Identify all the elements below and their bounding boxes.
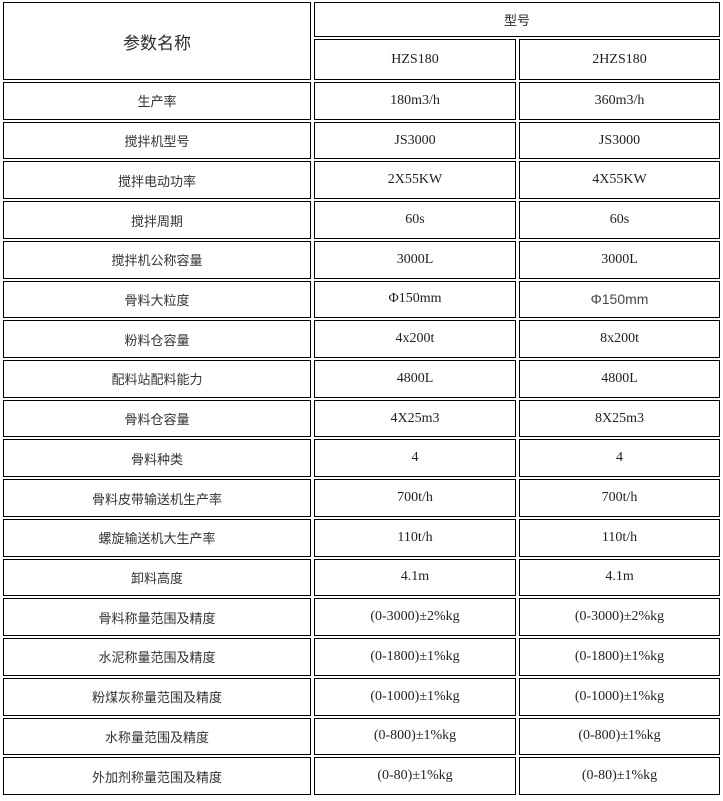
value-cell: 180m3/h xyxy=(314,82,516,120)
value-cell: 4.1m xyxy=(314,558,516,597)
value-cell: 4 xyxy=(314,439,516,478)
value-cell: Φ150mm xyxy=(519,280,721,319)
value-cell: 4x200t xyxy=(314,320,516,359)
value-cell: (0-800)±1%kg xyxy=(519,717,721,756)
param-cell: 骨料仓容量 xyxy=(3,399,311,438)
table-row: 骨料皮带输送机生产率 700t/h 700t/h xyxy=(3,479,721,517)
table-row: 水泥称量范围及精度 (0-1800)±1%kg (0-1800)±1%kg xyxy=(3,638,721,676)
value-cell: (0-1000)±1%kg xyxy=(519,677,721,716)
model-header-cell: 型号 xyxy=(314,2,721,37)
value-cell: (0-3000)±2%kg xyxy=(519,598,721,637)
table-row: 搅拌电动功率 2X55KW 4X55KW xyxy=(3,161,721,200)
value-cell: 360m3/h xyxy=(519,82,721,120)
value-cell: 4.1m xyxy=(519,558,721,597)
table-body: 生产率 180m3/h 360m3/h 搅拌机型号 JS3000 JS3000 搅拌电动功率… xyxy=(3,82,721,795)
value-cell: 700t/h xyxy=(314,479,516,517)
param-cell: 骨料皮带输送机生产率 xyxy=(3,479,311,517)
value-cell: (0-80)±1%kg xyxy=(519,757,721,795)
value-cell: 4800L xyxy=(519,360,721,398)
value-cell: 4X25m3 xyxy=(314,399,516,438)
value-cell: (0-800)±1%kg xyxy=(314,717,516,756)
value-cell: Φ150mm xyxy=(314,280,516,319)
param-cell: 粉煤灰称量范围及精度 xyxy=(3,677,311,716)
model-name-cell-2hzs180: 2HZS180 xyxy=(519,39,721,80)
param-cell: 水泥称量范围及精度 xyxy=(3,638,311,676)
param-cell: 水称量范围及精度 xyxy=(3,717,311,756)
table-row: 卸料高度 4.1m 4.1m xyxy=(3,558,721,597)
value-cell: JS3000 xyxy=(314,121,516,160)
value-cell: 2X55KW xyxy=(314,161,516,200)
value-cell: 60s xyxy=(314,201,516,239)
value-cell: (0-1800)±1%kg xyxy=(519,638,721,676)
value-cell: 4 xyxy=(519,439,721,478)
table-row: 骨料种类 4 4 xyxy=(3,439,721,478)
param-cell: 生产率 xyxy=(3,82,311,120)
value-cell: 700t/h xyxy=(519,479,721,517)
param-name-header-cell: 参数名称 xyxy=(3,2,311,80)
table-row: 生产率 180m3/h 360m3/h xyxy=(3,82,721,120)
param-cell: 骨料种类 xyxy=(3,439,311,478)
value-cell: 4X55KW xyxy=(519,161,721,200)
param-cell: 配料站配料能力 xyxy=(3,360,311,398)
value-cell: JS3000 xyxy=(519,121,721,160)
value-cell: 60s xyxy=(519,201,721,239)
table-row: 骨料大粒度 Φ150mm Φ150mm xyxy=(3,280,721,319)
value-cell: (0-80)±1%kg xyxy=(314,757,516,795)
header-row-model-names: HZS180 2HZS180 xyxy=(3,39,721,80)
param-cell: 搅拌电动功率 xyxy=(3,161,311,200)
value-cell: (0-3000)±2%kg xyxy=(314,598,516,637)
table-header: 参数名称 型号 HZS180 2HZS180 xyxy=(3,2,721,80)
table-row: 搅拌机型号 JS3000 JS3000 xyxy=(3,121,721,160)
table-row: 骨料仓容量 4X25m3 8X25m3 xyxy=(3,399,721,438)
param-cell: 搅拌机公称容量 xyxy=(3,240,311,279)
value-cell: (0-1000)±1%kg xyxy=(314,677,516,716)
table-row: 水称量范围及精度 (0-800)±1%kg (0-800)±1%kg xyxy=(3,717,721,756)
table-row: 粉料仓容量 4x200t 8x200t xyxy=(3,320,721,359)
model-name-cell-hzs180: HZS180 xyxy=(314,39,516,80)
table-row: 螺旋输送机大生产率 110t/h 110t/h xyxy=(3,518,721,557)
table-row: 搅拌周期 60s 60s xyxy=(3,201,721,239)
table-row: 粉煤灰称量范围及精度 (0-1000)±1%kg (0-1000)±1%kg xyxy=(3,677,721,716)
param-cell: 卸料高度 xyxy=(3,558,311,597)
value-cell: 110t/h xyxy=(314,518,516,557)
table-row: 外加剂称量范围及精度 (0-80)±1%kg (0-80)±1%kg xyxy=(3,757,721,795)
param-cell: 骨料大粒度 xyxy=(3,280,311,319)
value-cell: (0-1800)±1%kg xyxy=(314,638,516,676)
value-cell: 8x200t xyxy=(519,320,721,359)
table-row: 骨料称量范围及精度 (0-3000)±2%kg (0-3000)±2%kg xyxy=(3,598,721,637)
value-cell: 3000L xyxy=(314,240,516,279)
param-cell: 骨料称量范围及精度 xyxy=(3,598,311,637)
header-row-model-group: 参数名称 型号 xyxy=(3,2,721,80)
param-cell: 粉料仓容量 xyxy=(3,320,311,359)
param-cell: 螺旋输送机大生产率 xyxy=(3,518,311,557)
param-cell: 外加剂称量范围及精度 xyxy=(3,757,311,795)
value-cell: 3000L xyxy=(519,240,721,279)
value-cell: 110t/h xyxy=(519,518,721,557)
param-cell: 搅拌机型号 xyxy=(3,121,311,160)
value-cell: 4800L xyxy=(314,360,516,398)
value-cell: 8X25m3 xyxy=(519,399,721,438)
param-cell: 搅拌周期 xyxy=(3,201,311,239)
table-row: 搅拌机公称容量 3000L 3000L xyxy=(3,240,721,279)
table-row: 配料站配料能力 4800L 4800L xyxy=(3,360,721,398)
